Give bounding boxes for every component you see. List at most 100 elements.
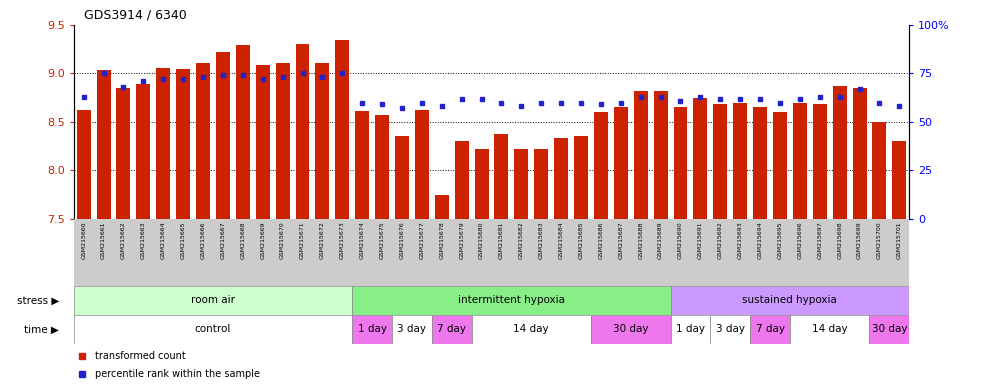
Text: 7 day: 7 day	[756, 324, 784, 334]
Bar	[673, 108, 687, 219]
Text: GSM215688: GSM215688	[638, 222, 643, 259]
Bar	[870, 315, 909, 344]
Text: 14 day: 14 day	[812, 324, 847, 334]
Bar	[613, 108, 628, 219]
Text: GSM215661: GSM215661	[101, 222, 106, 259]
Text: sustained hypoxia: sustained hypoxia	[742, 295, 838, 306]
Text: GSM215672: GSM215672	[319, 222, 325, 259]
Bar	[434, 195, 448, 219]
Text: GSM215677: GSM215677	[420, 222, 425, 259]
Bar	[833, 86, 846, 219]
Text: GSM215696: GSM215696	[797, 222, 802, 259]
Text: 1 day: 1 day	[358, 324, 386, 334]
Bar	[711, 315, 750, 344]
Bar	[475, 149, 489, 219]
Text: GSM215666: GSM215666	[201, 222, 205, 259]
Text: GSM215664: GSM215664	[161, 222, 166, 259]
Text: GSM215683: GSM215683	[539, 222, 544, 259]
Text: GSM215692: GSM215692	[718, 222, 723, 259]
Text: GSM215667: GSM215667	[220, 222, 225, 259]
Text: GSM215698: GSM215698	[838, 222, 842, 259]
Bar	[74, 286, 352, 315]
Bar	[591, 315, 670, 344]
Text: GSM215662: GSM215662	[121, 222, 126, 259]
Bar	[74, 315, 352, 344]
Bar	[415, 110, 429, 219]
Bar	[432, 315, 472, 344]
Text: time ▶: time ▶	[25, 324, 59, 334]
Bar	[893, 141, 906, 219]
Bar	[554, 138, 568, 219]
Bar	[117, 88, 131, 219]
Text: GSM215699: GSM215699	[857, 222, 862, 259]
Bar	[793, 103, 807, 219]
Text: GSM215671: GSM215671	[300, 222, 305, 259]
Bar	[535, 149, 549, 219]
Bar	[216, 52, 230, 219]
Bar	[790, 315, 870, 344]
Bar	[296, 44, 310, 219]
Text: GSM215679: GSM215679	[459, 222, 464, 259]
Text: GSM215687: GSM215687	[618, 222, 623, 259]
Bar	[196, 63, 210, 219]
Text: room air: room air	[191, 295, 235, 306]
Text: GSM215693: GSM215693	[737, 222, 743, 259]
Text: GDS3914 / 6340: GDS3914 / 6340	[84, 8, 187, 21]
Text: GSM215701: GSM215701	[896, 222, 901, 259]
Text: GSM215685: GSM215685	[579, 222, 584, 259]
Text: 1 day: 1 day	[676, 324, 705, 334]
Bar	[813, 104, 827, 219]
Bar	[574, 136, 588, 219]
Text: 3 day: 3 day	[397, 324, 427, 334]
Bar	[494, 134, 508, 219]
Bar	[693, 98, 708, 219]
Text: GSM215668: GSM215668	[240, 222, 246, 259]
Bar	[335, 40, 349, 219]
Text: GSM215694: GSM215694	[758, 222, 763, 259]
Bar	[275, 63, 290, 219]
Text: GSM215682: GSM215682	[519, 222, 524, 259]
Bar	[852, 88, 866, 219]
Bar	[634, 91, 648, 219]
Text: GSM215697: GSM215697	[817, 222, 822, 259]
Bar	[137, 84, 150, 219]
Bar	[392, 315, 432, 344]
Bar	[96, 70, 110, 219]
Text: GSM215684: GSM215684	[558, 222, 563, 259]
Text: GSM215678: GSM215678	[439, 222, 444, 259]
Text: GSM215670: GSM215670	[280, 222, 285, 259]
Bar	[256, 65, 269, 219]
Bar	[355, 111, 370, 219]
Text: GSM215691: GSM215691	[698, 222, 703, 259]
Bar	[352, 315, 392, 344]
Bar	[514, 149, 528, 219]
Text: 30 day: 30 day	[872, 324, 907, 334]
Text: GSM215695: GSM215695	[778, 222, 782, 259]
Text: GSM215669: GSM215669	[260, 222, 265, 259]
Text: 14 day: 14 day	[513, 324, 549, 334]
Text: GSM215673: GSM215673	[340, 222, 345, 259]
Bar	[873, 122, 887, 219]
Bar	[594, 112, 607, 219]
Text: GSM215680: GSM215680	[479, 222, 484, 259]
Text: GSM215676: GSM215676	[399, 222, 404, 259]
Text: 7 day: 7 day	[437, 324, 466, 334]
Text: GSM215660: GSM215660	[82, 222, 87, 259]
Text: GSM215663: GSM215663	[141, 222, 145, 259]
Text: GSM215681: GSM215681	[499, 222, 504, 259]
Text: control: control	[195, 324, 231, 334]
Bar	[670, 286, 909, 315]
Bar	[455, 141, 469, 219]
Bar	[236, 45, 250, 219]
Text: GSM215675: GSM215675	[379, 222, 384, 259]
Bar	[395, 136, 409, 219]
Bar	[316, 63, 329, 219]
Bar	[376, 115, 389, 219]
Bar	[773, 112, 787, 219]
Text: 3 day: 3 day	[716, 324, 745, 334]
Bar	[156, 68, 170, 219]
Text: GSM215686: GSM215686	[599, 222, 604, 259]
Text: GSM215690: GSM215690	[678, 222, 683, 259]
Text: stress ▶: stress ▶	[17, 295, 59, 306]
Bar	[352, 286, 670, 315]
